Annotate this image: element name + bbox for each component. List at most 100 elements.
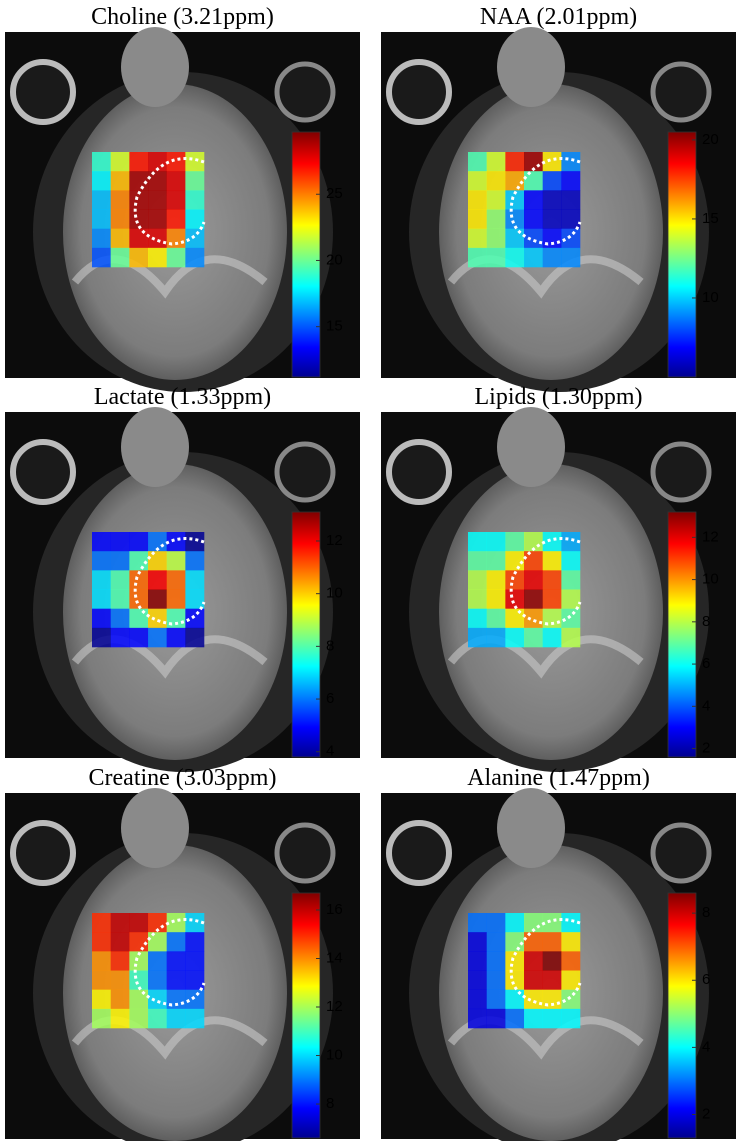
heatmap-cell (524, 228, 543, 249)
colorbar-tick-label: 8 (702, 613, 710, 630)
heatmap-cell (92, 152, 111, 172)
mri-image (5, 407, 360, 772)
olfactory (121, 788, 189, 868)
colorbar-tick-label: 15 (702, 210, 719, 227)
heatmap-cell (542, 1008, 562, 1029)
heatmap-cell (468, 989, 487, 1010)
heatmap-cell (505, 228, 525, 249)
eye-right (650, 441, 712, 503)
heatmap-cell (185, 551, 205, 571)
heatmap-cell (185, 171, 205, 191)
heatmap-cell (166, 989, 186, 1010)
eye-right (650, 822, 712, 884)
eye-left (10, 59, 76, 125)
heatmap-cell (486, 152, 506, 172)
heatmap-cell (166, 532, 186, 552)
panel: NAA (2.01ppm) 10 15 20 (381, 4, 736, 392)
colorbar-tick-label: 6 (326, 690, 334, 707)
heatmap-cell (166, 951, 186, 971)
heatmap-cell (561, 627, 581, 648)
heatmap-cell (468, 913, 487, 933)
heatmap-cell (468, 970, 487, 990)
heatmap-cell (129, 152, 149, 172)
heatmap-cell (92, 171, 111, 191)
heatmap-cell (524, 190, 543, 210)
panel-title: NAA (2.01ppm) (480, 4, 637, 30)
heatmap-cell (110, 171, 130, 191)
heatmap-cell (92, 532, 111, 552)
heatmap-cell (486, 190, 506, 210)
heatmap-cell (110, 247, 130, 268)
heatmap-cell (129, 1008, 149, 1029)
colorbar-tick-label: 8 (326, 637, 334, 654)
heatmap-cell (561, 913, 581, 933)
heatmap-cell (542, 171, 562, 191)
heatmap-cell (110, 532, 130, 552)
heatmap-cell (468, 608, 487, 629)
heatmap-cell (486, 913, 506, 933)
heatmap-cell (185, 608, 205, 629)
colorbar-tick-label: 4 (702, 1038, 710, 1055)
colorbar-tick-label: 25 (326, 185, 343, 202)
heatmap-cell (166, 152, 186, 172)
colorbar-tick-label: 4 (702, 697, 710, 714)
heatmap-cell (561, 570, 581, 590)
colorbar (667, 131, 697, 378)
colorbar-tick-label: 8 (702, 904, 710, 921)
heatmap-cell (524, 1008, 543, 1029)
heatmap-cell (561, 228, 581, 249)
heatmap-cell (486, 551, 506, 571)
panel: Choline (3.21ppm) 15 20 25 (5, 4, 360, 392)
colorbar-tick-label: 12 (326, 532, 343, 549)
heatmap-cell (185, 932, 205, 952)
eye-left (386, 59, 452, 125)
eye-right (274, 441, 336, 503)
heatmap-cell (505, 171, 525, 191)
olfactory (121, 407, 189, 487)
heatmap-cell (561, 190, 581, 210)
panel-title: Creatine (3.03ppm) (89, 765, 277, 791)
colorbar-tick-label: 15 (326, 318, 343, 335)
heatmap-cell (185, 532, 205, 552)
heatmap-cell (129, 970, 149, 990)
heatmap-cell (561, 989, 581, 1010)
colorbar-tick-label: 4 (326, 743, 334, 760)
heatmap-cell (148, 932, 167, 952)
heatmap-cell (129, 989, 149, 1010)
heatmap-cell (166, 228, 186, 249)
heatmap-cell (486, 989, 506, 1010)
heatmap-cell (129, 532, 149, 552)
heatmap-cell (468, 1008, 487, 1029)
heatmap-cell (148, 989, 167, 1010)
heatmap-cell (486, 247, 506, 268)
heatmap-cell (486, 228, 506, 249)
heatmap-cell (110, 913, 130, 933)
panel-title: Alanine (1.47ppm) (467, 765, 650, 791)
heatmap-cell (542, 532, 562, 552)
colorbar-tick-label: 16 (326, 901, 343, 918)
heatmap-cell (561, 551, 581, 571)
heatmap-cell (505, 970, 525, 990)
heatmap-cell (129, 627, 149, 648)
heatmap-cell (185, 970, 205, 990)
heatmap-cell (524, 209, 543, 229)
heatmap-cell (468, 532, 487, 552)
heatmap-cell (92, 608, 111, 629)
tumor-contour (509, 918, 582, 1007)
heatmap-cell (110, 970, 130, 990)
heatmap-cell (561, 608, 581, 629)
heatmap-cell (185, 627, 205, 648)
heatmap-cell (486, 209, 506, 229)
heatmap-cell (505, 627, 525, 648)
heatmap-cell (468, 152, 487, 172)
heatmap-cell (524, 627, 543, 648)
heatmap-cell (185, 951, 205, 971)
heatmap-cell (561, 171, 581, 191)
colorbar-tick-label: 12 (326, 998, 343, 1015)
heatmap-cell (468, 932, 487, 952)
heatmap-cell (129, 228, 149, 249)
heatmap-cell (524, 551, 543, 571)
heatmap-cell (561, 1008, 581, 1029)
tumor-contour (133, 918, 206, 1007)
heatmap-cell (505, 608, 525, 629)
